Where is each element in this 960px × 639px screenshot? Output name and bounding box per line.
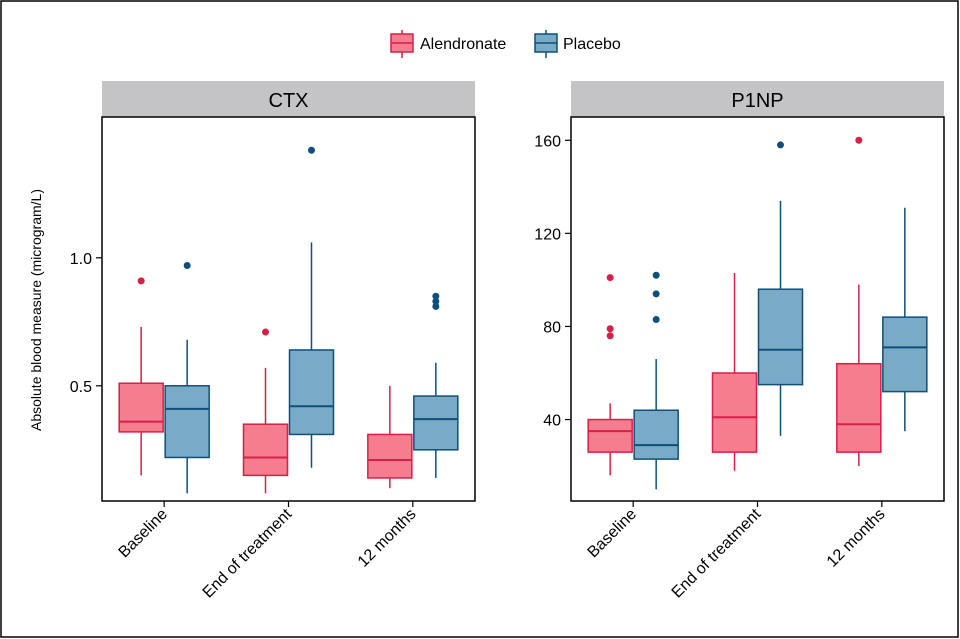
outlier-point (432, 302, 440, 310)
box-iqr (413, 395, 459, 451)
legend: Alendronate Placebo (390, 30, 621, 58)
box-placebo-12-months (413, 292, 459, 478)
outlier-point (652, 290, 660, 298)
plot-area (570, 116, 945, 502)
box-iqr (633, 409, 679, 460)
box-iqr (757, 288, 804, 386)
box-iqr (242, 423, 289, 477)
outlier-point (652, 315, 660, 323)
facet-strip (102, 81, 475, 117)
box-alendronate-12-months (367, 385, 413, 489)
outlier-point (855, 136, 863, 144)
box-alendronate-end-of-treatment (711, 272, 758, 471)
box-alendronate-baseline (118, 277, 164, 476)
outlier-point (606, 325, 614, 333)
box-iqr (711, 372, 758, 453)
box-iqr (118, 382, 164, 433)
box-iqr (836, 362, 882, 453)
plot-area (101, 116, 476, 502)
box-alendronate-baseline (587, 274, 633, 476)
y-tick-label: 80 (543, 319, 561, 336)
box-iqr (882, 316, 928, 393)
box-placebo-end-of-treatment (288, 146, 335, 468)
outlier-point (137, 277, 145, 285)
y-tick-label: 0.5 (70, 379, 92, 396)
legend-item-alendronate: Alendronate (390, 30, 506, 58)
box-iqr (164, 385, 210, 459)
legend-label: Placebo (563, 36, 621, 53)
box-iqr (587, 418, 633, 453)
box-iqr (288, 349, 335, 436)
box-placebo-baseline (633, 271, 679, 490)
legend-label: Alendronate (420, 36, 506, 53)
box-placebo-baseline (164, 261, 210, 494)
facet-strip (571, 81, 944, 117)
outlier-point (777, 141, 784, 149)
y-axis-label: Absolute blood measure (microgram/L) (28, 189, 44, 431)
box-placebo-end-of-treatment (757, 141, 804, 436)
outlier-point (432, 297, 440, 305)
y-tick-label: 40 (543, 413, 561, 430)
outlier-point (432, 292, 440, 300)
y-tick-label: 160 (534, 133, 561, 150)
facet-title: CTX (269, 90, 309, 112)
box-alendronate-end-of-treatment (242, 328, 289, 494)
outlier-point (262, 328, 269, 336)
y-tick-label: 1.0 (70, 251, 92, 268)
outlier-point (652, 271, 660, 279)
outlier-point (308, 146, 315, 154)
outlier-point (606, 332, 614, 340)
outlier-point (606, 274, 614, 282)
outlier-point (183, 261, 191, 269)
y-tick-label: 120 (534, 226, 561, 243)
box-placebo-12-months (882, 207, 928, 432)
box-iqr (367, 433, 413, 479)
box-alendronate-12-months (836, 136, 882, 467)
legend-item-placebo: Placebo (534, 30, 621, 58)
facet-title: P1NP (731, 90, 783, 112)
